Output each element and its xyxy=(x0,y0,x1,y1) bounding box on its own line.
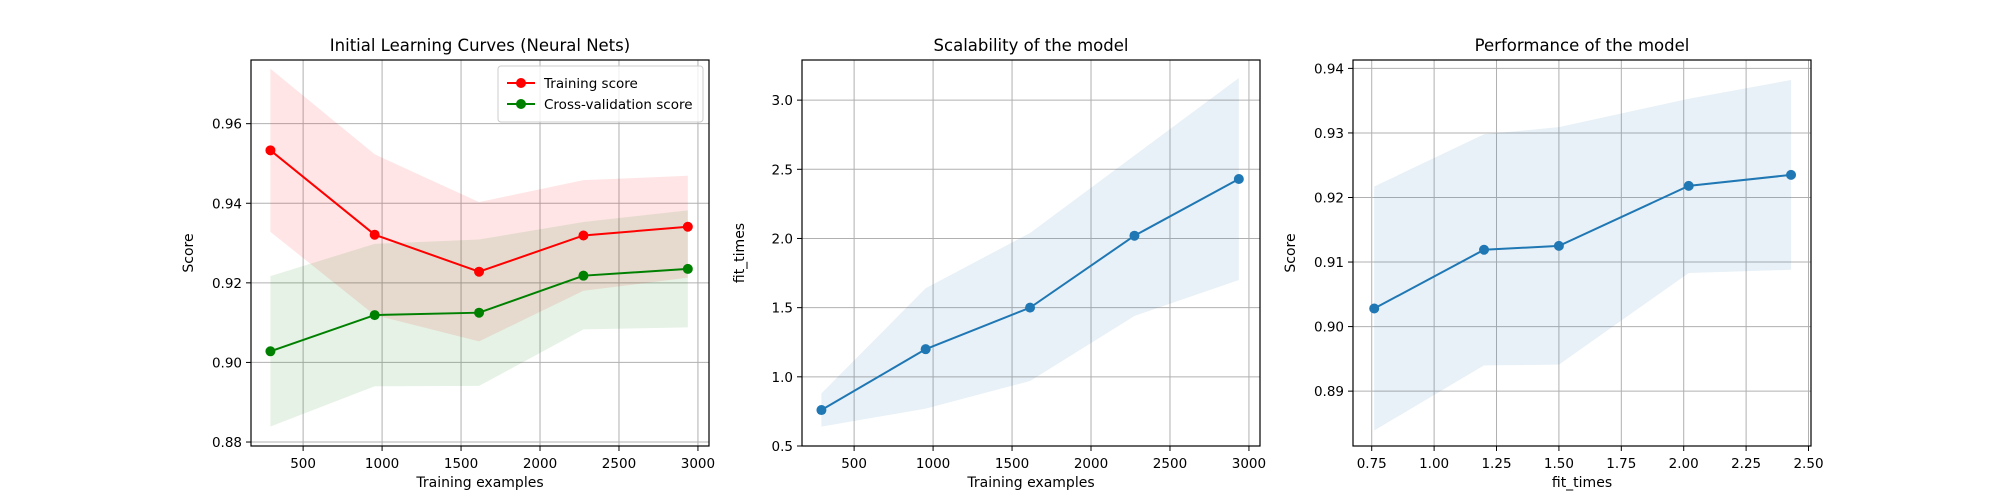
axes-frame xyxy=(1352,59,1812,447)
legend-marker xyxy=(516,99,526,109)
x-tick-label: 1000 xyxy=(365,456,399,472)
chart-title: Performance of the model xyxy=(1475,36,1690,55)
series-1-point xyxy=(578,230,589,241)
series-1-band xyxy=(1374,80,1792,431)
series-1-point xyxy=(369,229,380,240)
series-1-point xyxy=(1786,169,1797,180)
series-1-point xyxy=(1479,244,1490,255)
x-axis-label: Training examples xyxy=(966,475,1094,491)
series-1-point xyxy=(1025,302,1036,313)
y-tick-label: 0.5 xyxy=(772,439,793,455)
y-tick-label: 0.88 xyxy=(212,435,242,451)
x-tick-label: 2000 xyxy=(523,456,557,472)
y-tick-label: 1.5 xyxy=(772,301,793,317)
x-tick-label: 500 xyxy=(290,456,316,472)
y-tick-label: 0.96 xyxy=(212,117,242,133)
chart-1: 500 1000 1500 2000 2500 3000 0.88 0.90 0.92 0.94 0… xyxy=(181,36,715,491)
series-1-point xyxy=(1683,180,1694,191)
x-tick-label: 1.50 xyxy=(1544,456,1574,472)
chart-2: 500 1000 1500 2000 2500 3000 0.5 1.0 1.5 2.0 2.5 3.… xyxy=(732,36,1266,491)
series-2-point xyxy=(265,346,276,357)
x-tick-label: 500 xyxy=(841,456,867,472)
x-tick-label: 2.50 xyxy=(1793,456,1823,472)
y-tick-label: 0.92 xyxy=(1314,190,1344,206)
x-tick-label: 2500 xyxy=(602,456,636,472)
x-tick-label: 2.25 xyxy=(1731,456,1761,472)
y-tick-label: 0.89 xyxy=(1314,384,1344,400)
y-axis-label: Score xyxy=(1283,233,1299,272)
axes-frame xyxy=(801,59,1261,447)
x-tick-label: 2.00 xyxy=(1669,456,1699,472)
series-2-point xyxy=(682,263,693,274)
x-tick-label: 3000 xyxy=(681,456,715,472)
x-tick-label: 3000 xyxy=(1232,456,1266,472)
axes-frame xyxy=(250,59,710,447)
series-2-band xyxy=(270,210,688,427)
y-tick-label: 0.90 xyxy=(1314,320,1344,336)
y-tick-label: 0.92 xyxy=(212,276,242,292)
series-1-band xyxy=(821,77,1239,427)
chart-title: Scalability of the model xyxy=(934,36,1129,55)
y-tick-label: 0.91 xyxy=(1314,255,1344,271)
series-1-point xyxy=(682,221,693,232)
series-1-point xyxy=(265,145,276,156)
y-tick-label: 2.0 xyxy=(772,231,793,247)
y-tick-label: 1.0 xyxy=(772,370,793,386)
x-tick-label: 2500 xyxy=(1153,456,1187,472)
series-1-point xyxy=(1233,173,1244,184)
plot-area xyxy=(1353,60,1811,446)
y-tick-label: 2.5 xyxy=(772,162,793,178)
plot-area xyxy=(251,60,709,446)
x-tick-label: 1500 xyxy=(995,456,1029,472)
x-tick-label: 1.75 xyxy=(1606,456,1636,472)
legend-marker xyxy=(516,78,526,88)
chart-title: Initial Learning Curves (Neural Nets) xyxy=(330,36,630,55)
y-tick-label: 0.93 xyxy=(1314,126,1344,142)
series-1-point xyxy=(816,405,827,416)
legend: Training score Cross-validation score xyxy=(497,65,704,123)
series-1-point xyxy=(920,344,931,355)
series-2-point xyxy=(578,270,589,281)
y-tick-label: 0.90 xyxy=(212,355,242,371)
x-tick-label: 1000 xyxy=(916,456,950,472)
legend-frame xyxy=(497,65,704,123)
x-axis-label: fit_times xyxy=(1552,475,1612,491)
y-tick-label: 3.0 xyxy=(772,93,793,109)
x-tick-label: 2000 xyxy=(1074,456,1108,472)
legend-entry: Training score xyxy=(543,76,638,92)
x-tick-label: 0.75 xyxy=(1357,456,1387,472)
y-axis-label: Score xyxy=(181,233,197,272)
series-2-point xyxy=(474,307,485,318)
series-1-point xyxy=(1553,240,1564,251)
y-tick-label: 0.94 xyxy=(212,196,242,212)
legend-entry: Cross-validation score xyxy=(544,97,693,113)
x-tick-label: 1500 xyxy=(444,456,478,472)
x-axis-label: Training examples xyxy=(415,475,543,491)
series-1-point xyxy=(474,266,485,277)
plot-area xyxy=(802,60,1260,446)
x-tick-label: 1.25 xyxy=(1481,456,1511,472)
chart-3: 0.75 1.00 1.25 1.50 1.75 2.00 2.25 2.50 0.89 0.90… xyxy=(1283,36,1824,491)
x-tick-label: 1.00 xyxy=(1419,456,1449,472)
y-tick-label: 0.94 xyxy=(1314,61,1344,77)
series-1-point xyxy=(1369,303,1380,314)
series-2-point xyxy=(369,310,380,321)
series-1-point xyxy=(1129,230,1140,241)
y-axis-label: fit_times xyxy=(732,223,748,283)
